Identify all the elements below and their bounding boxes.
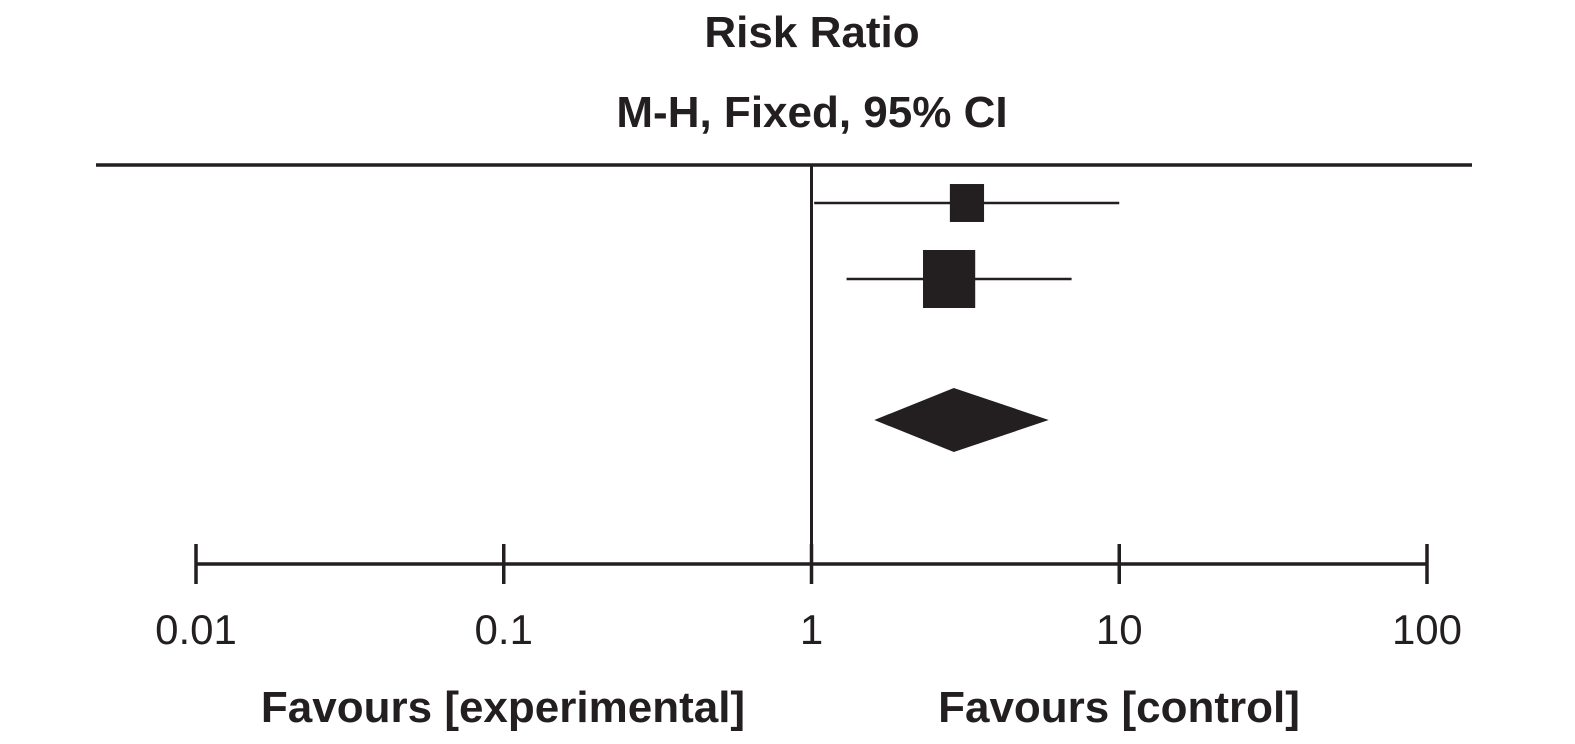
chart-subtitle: M-H, Fixed, 95% CI xyxy=(616,88,1007,137)
favours-experimental-label: Favours [experimental] xyxy=(261,683,745,732)
study-estimates xyxy=(814,184,1120,308)
x-axis-tick-label: 10 xyxy=(1096,606,1143,653)
x-axis-ticks: 0.01 0.1 1 10 100 xyxy=(155,544,1462,653)
x-axis-tick-label: 0.1 xyxy=(475,606,533,653)
chart-title: Risk Ratio xyxy=(704,8,919,57)
x-axis-tick-label: 0.01 xyxy=(155,606,237,653)
favours-control-label: Favours [control] xyxy=(938,683,1300,732)
pooled-estimate-diamond xyxy=(874,388,1049,452)
study-point-estimate xyxy=(923,250,976,308)
study-point-estimate xyxy=(949,184,985,222)
x-axis-tick-label: 1 xyxy=(800,606,823,653)
x-axis-tick-label: 100 xyxy=(1392,606,1462,653)
